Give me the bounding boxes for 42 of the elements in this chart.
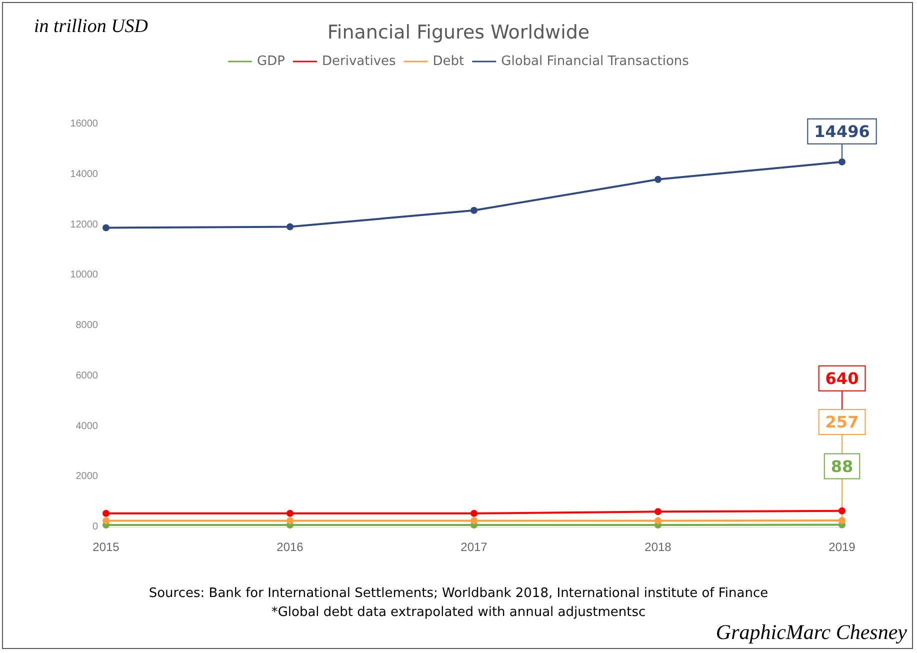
legend-label: Global Financial Transactions [501,54,690,69]
point [470,206,478,214]
point [286,223,294,230]
point [286,517,294,524]
point [102,224,110,232]
point [102,510,110,517]
x-tick-label: 2018 [644,540,672,554]
chart-title: Financial Figures Worldwide [327,22,590,44]
x-tick-label: 2019 [828,540,856,554]
y-tick-label: 14000 [70,168,98,180]
text: GraphicMarc Chesney [716,620,907,645]
x-tick-label: 2017 [460,540,488,554]
point [654,508,662,516]
y-tick-label: 10000 [70,270,98,281]
point [102,517,110,524]
y-tick-label: 0 [92,522,98,532]
y-tick-label: 16000 [70,118,98,130]
point [470,517,478,524]
y-tick-label: 8000 [76,320,98,331]
point [838,158,846,166]
legend-label: Debt [432,54,464,69]
data-label: 14496 [814,122,870,141]
legend-label: GDP [257,54,286,69]
data-label: 88 [830,456,854,476]
point [654,517,662,524]
data-label: 257 [825,412,859,432]
point [470,510,478,517]
point [838,517,846,524]
source-note: Sources: Bank for International Settlements; Worldbank 2018, International institute of Finance [148,586,770,601]
y-tick-label: 2000 [76,471,98,482]
legend-label: Derivatives [322,54,396,69]
point [838,507,846,514]
x-tick-label: 2015 [92,540,120,554]
data-label: 640 [825,368,859,388]
y-tick-label: 4000 [76,420,98,432]
y-tick-label: 6000 [76,370,98,382]
point [286,510,294,517]
text: *Global debt data extrapolated with annual adjustmentsc [270,605,647,620]
x-tick-label: 2016 [276,540,304,554]
y-tick-label: 12000 [70,219,98,230]
y-axis-title: in trillion USD [34,16,148,38]
point [654,176,662,183]
